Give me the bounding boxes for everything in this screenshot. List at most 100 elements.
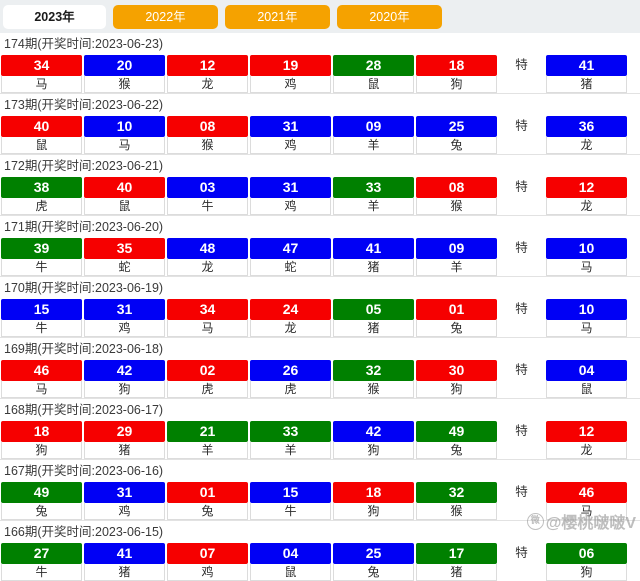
ball-number: 40	[84, 177, 165, 198]
ball-zodiac: 猪	[333, 320, 414, 337]
ball-cell: 24 龙	[250, 299, 331, 337]
ball-cell: 42 狗	[333, 421, 414, 459]
tab-year-2021[interactable]: 2021年	[225, 4, 330, 29]
special-ball-cell: 10 马	[546, 299, 627, 337]
ball-cell: 29 猪	[84, 421, 165, 459]
special-ball-cell: 46 马	[546, 482, 627, 520]
ball-zodiac: 猪	[84, 442, 165, 459]
ball-zodiac: 鸡	[250, 76, 331, 93]
ball-cell: 15 牛	[1, 299, 82, 337]
ball-zodiac: 鸡	[84, 503, 165, 520]
draw-title: 174期(开奖时间:2023-06-23)	[0, 33, 640, 55]
special-ball-cell: 12 龙	[546, 177, 627, 215]
ball-number: 15	[250, 482, 331, 503]
ball-cell: 34 马	[1, 55, 82, 93]
ball-zodiac: 蛇	[84, 259, 165, 276]
ball-cell: 42 狗	[84, 360, 165, 398]
ball-number: 34	[167, 299, 248, 320]
ball-zodiac: 鸡	[167, 564, 248, 581]
ball-cell: 03 牛	[167, 177, 248, 215]
ball-zodiac: 猪	[333, 259, 414, 276]
ball-cell: 12 龙	[167, 55, 248, 93]
special-ball-number: 10	[546, 299, 627, 320]
ball-zodiac: 猴	[416, 503, 497, 520]
ball-number: 09	[416, 238, 497, 259]
special-ball-cell: 12 龙	[546, 421, 627, 459]
ball-row: 18 狗 29 猪 21 羊 33 羊 42 狗 49 兔特 12 龙	[0, 421, 640, 459]
ball-zodiac: 鼠	[333, 76, 414, 93]
ball-number: 33	[250, 421, 331, 442]
ball-number: 48	[167, 238, 248, 259]
special-ball-number: 10	[546, 238, 627, 259]
ball-zodiac: 猴	[416, 198, 497, 215]
ball-cell: 15 牛	[250, 482, 331, 520]
ball-number: 35	[84, 238, 165, 259]
tab-year-2023[interactable]: 2023年	[3, 4, 106, 29]
ball-cell: 25 兔	[416, 116, 497, 154]
ball-zodiac: 龙	[167, 76, 248, 93]
ball-cell: 31 鸡	[250, 116, 331, 154]
ball-cell: 46 马	[1, 360, 82, 398]
ball-zodiac: 羊	[333, 137, 414, 154]
year-tab-bar[interactable]: 2023年 2022年 2021年 2020年	[0, 0, 640, 33]
ball-number: 32	[333, 360, 414, 381]
tab-year-2020[interactable]: 2020年	[337, 4, 442, 29]
tab-year-2022[interactable]: 2022年	[113, 4, 218, 29]
ball-cell: 09 羊	[416, 238, 497, 276]
ball-cell: 26 虎	[250, 360, 331, 398]
ball-zodiac: 羊	[250, 442, 331, 459]
draw-block: 166期(开奖时间:2023-06-15) 27 牛 41 猪 07 鸡 04 鼠 25 兔 17 猪特…	[0, 520, 640, 581]
ball-number: 18	[333, 482, 414, 503]
ball-zodiac: 兔	[416, 320, 497, 337]
special-ball-label: 特	[515, 546, 528, 560]
ball-number: 01	[416, 299, 497, 320]
draw-block: 168期(开奖时间:2023-06-17) 18 狗 29 猪 21 羊 33 羊 42 狗 49 兔特…	[0, 398, 640, 459]
ball-number: 25	[416, 116, 497, 137]
ball-cell: 01 兔	[167, 482, 248, 520]
special-ball-label: 特	[515, 241, 528, 255]
draw-title: 169期(开奖时间:2023-06-18)	[0, 338, 640, 360]
ball-cell: 32 猴	[333, 360, 414, 398]
ball-zodiac: 牛	[1, 320, 82, 337]
special-ball-label: 特	[515, 58, 528, 72]
ball-cell: 18 狗	[1, 421, 82, 459]
special-ball-label: 特	[515, 119, 528, 133]
special-ball-zodiac: 龙	[546, 442, 627, 459]
ball-zodiac: 虎	[1, 198, 82, 215]
ball-row: 15 牛 31 鸡 34 马 24 龙 05 猪 01 兔特 10 马	[0, 299, 640, 337]
ball-number: 39	[1, 238, 82, 259]
ball-number: 09	[333, 116, 414, 137]
ball-number: 18	[1, 421, 82, 442]
ball-zodiac: 狗	[416, 76, 497, 93]
ball-number: 29	[84, 421, 165, 442]
special-ball-cell: 36 龙	[546, 116, 627, 154]
ball-number: 42	[84, 360, 165, 381]
ball-zodiac: 鼠	[84, 198, 165, 215]
special-ball-zodiac: 马	[546, 320, 627, 337]
ball-row: 49 兔 31 鸡 01 兔 15 牛 18 狗 32 猴特 46 马	[0, 482, 640, 520]
ball-zodiac: 鸡	[250, 137, 331, 154]
special-ball-label: 特	[515, 302, 528, 316]
ball-zodiac: 虎	[167, 381, 248, 398]
ball-cell: 41 猪	[333, 238, 414, 276]
ball-number: 30	[416, 360, 497, 381]
ball-cell: 33 羊	[333, 177, 414, 215]
ball-number: 19	[250, 55, 331, 76]
ball-cell: 48 龙	[167, 238, 248, 276]
ball-zodiac: 马	[84, 137, 165, 154]
special-ball-label: 特	[515, 424, 528, 438]
special-ball-cell: 04 鼠	[546, 360, 627, 398]
draw-title: 170期(开奖时间:2023-06-19)	[0, 277, 640, 299]
ball-number: 25	[333, 543, 414, 564]
special-ball-cell: 10 马	[546, 238, 627, 276]
ball-number: 31	[250, 116, 331, 137]
ball-cell: 09 羊	[333, 116, 414, 154]
ball-zodiac: 牛	[250, 503, 331, 520]
ball-zodiac: 鼠	[250, 564, 331, 581]
ball-zodiac: 猴	[84, 76, 165, 93]
draw-title: 168期(开奖时间:2023-06-17)	[0, 399, 640, 421]
ball-cell: 08 猴	[167, 116, 248, 154]
ball-zodiac: 兔	[333, 564, 414, 581]
ball-zodiac: 猴	[167, 137, 248, 154]
ball-cell: 31 鸡	[84, 482, 165, 520]
